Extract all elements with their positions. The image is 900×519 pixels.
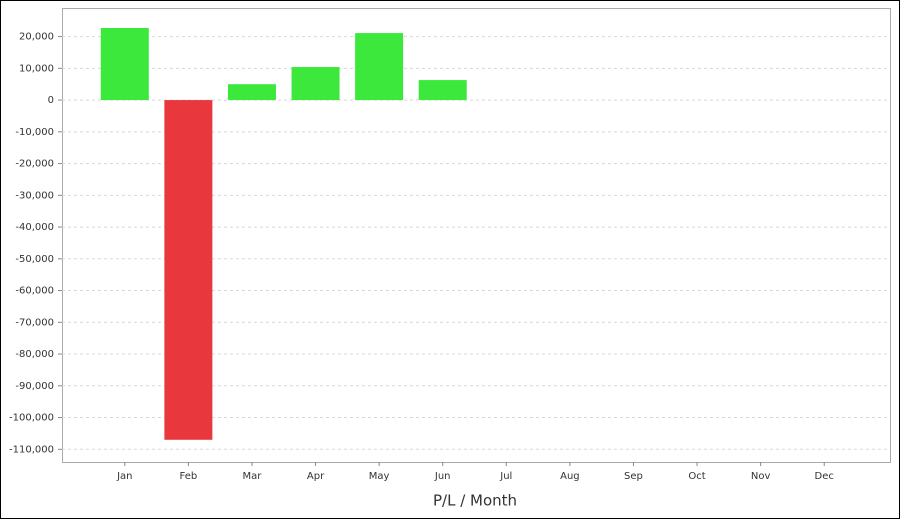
x-tick-label: Nov <box>751 471 771 482</box>
y-tick-label: -40,000 <box>15 222 54 233</box>
y-tick-label: -60,000 <box>15 286 54 297</box>
y-tick-label: -70,000 <box>15 317 54 328</box>
y-tick-label: -80,000 <box>15 349 54 360</box>
y-tick-label: -110,000 <box>9 444 54 455</box>
y-tick-label: 20,000 <box>19 32 54 43</box>
bar <box>164 100 213 440</box>
bar <box>418 80 467 101</box>
x-tick-label: Mar <box>243 471 263 482</box>
y-tick-label: -20,000 <box>15 159 54 170</box>
x-tick-label: May <box>369 471 390 482</box>
x-tick-label: Aug <box>560 471 580 482</box>
chart-title: P/L / Month <box>433 492 517 510</box>
y-tick-label: -100,000 <box>9 413 54 424</box>
bar <box>291 67 340 101</box>
bar <box>355 33 404 101</box>
x-tick-label: Dec <box>815 471 834 482</box>
y-tick-label: -90,000 <box>15 381 54 392</box>
y-tick-label: -30,000 <box>15 190 54 201</box>
y-tick-label: 0 <box>48 95 54 106</box>
x-tick-label: Apr <box>307 471 325 482</box>
x-tick-label: Oct <box>688 471 705 482</box>
y-tick-label: -10,000 <box>15 127 54 138</box>
x-tick-label: Feb <box>180 471 198 482</box>
bar <box>100 28 149 101</box>
bar <box>227 84 276 101</box>
y-tick-label: -50,000 <box>15 254 54 265</box>
x-tick-label: Jan <box>116 471 132 482</box>
x-tick-label: Jul <box>499 471 512 482</box>
x-tick-label: Sep <box>624 471 643 482</box>
x-tick-label: Jun <box>434 471 451 482</box>
y-tick-label: 10,000 <box>19 63 54 74</box>
